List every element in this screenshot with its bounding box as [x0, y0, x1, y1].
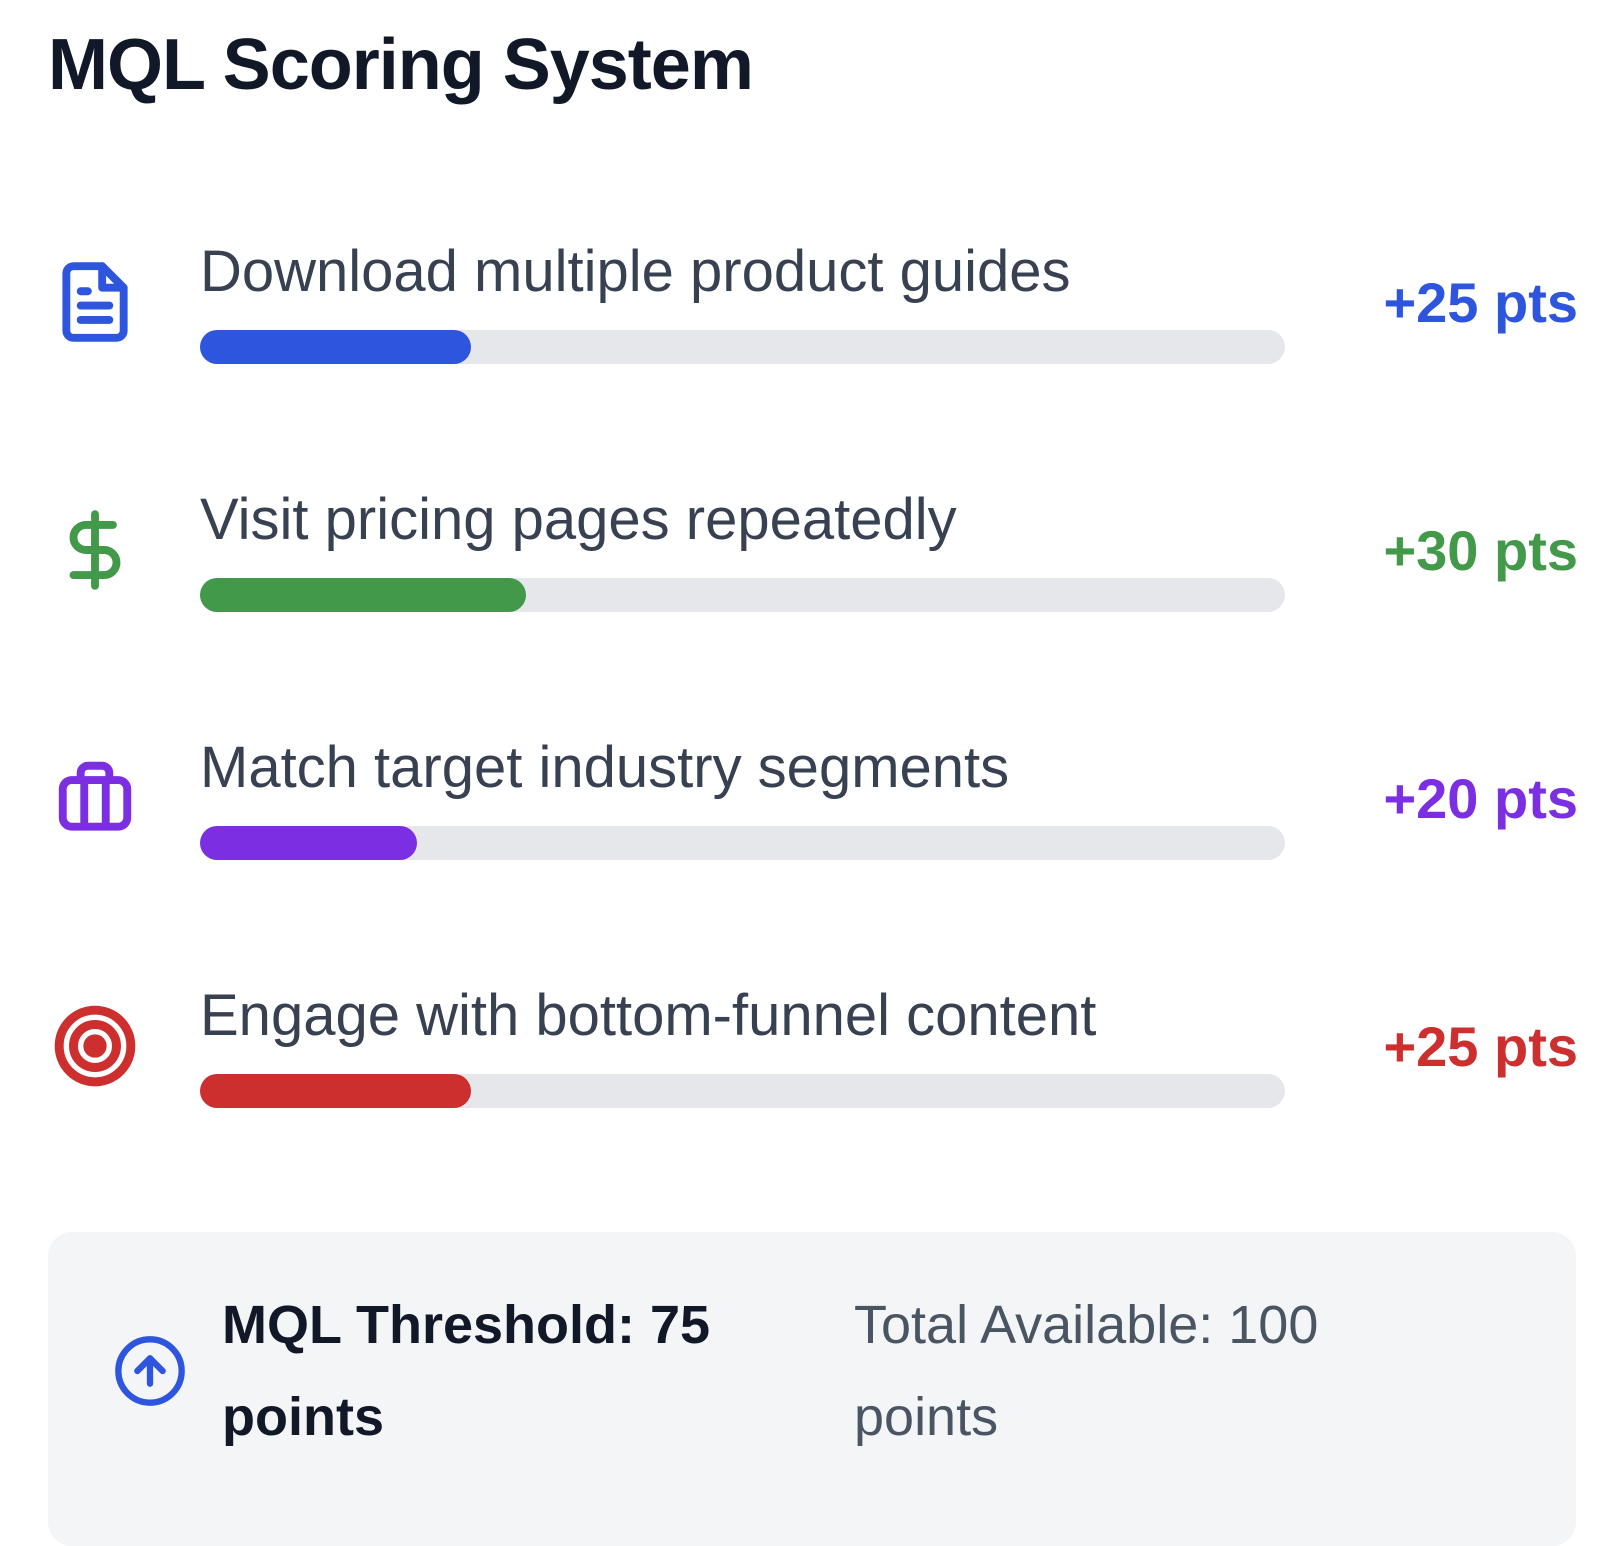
points-badge: +30 pts: [1383, 518, 1578, 582]
scoring-item-row: Engage with bottom-funnel content +25 pt…: [0, 984, 1624, 1108]
progress-bar: [200, 578, 1285, 612]
page-title: MQL Scoring System: [48, 25, 754, 105]
scoring-item-label: Engage with bottom-funnel content: [200, 983, 1097, 1048]
scoring-item-row: Download multiple product guides +25 pts: [0, 240, 1624, 364]
progress-bar-fill: [200, 578, 526, 612]
progress-bar: [200, 1074, 1285, 1108]
scoring-item-label: Download multiple product guides: [200, 239, 1071, 304]
progress-bar-fill: [200, 826, 417, 860]
total-available-text: Total Available: 100 points: [854, 1295, 1319, 1447]
points-badge: +20 pts: [1383, 766, 1578, 830]
scoring-item-row: Match target industry segments +20 pts: [0, 736, 1624, 860]
threshold-summary-panel: MQL Threshold: 75 points Total Available…: [48, 1232, 1576, 1546]
scoring-item-label: Match target industry segments: [200, 735, 1010, 800]
points-badge: +25 pts: [1383, 1014, 1578, 1078]
briefcase-icon: [48, 755, 200, 841]
scoring-items-list: Download multiple product guides +25 pts…: [0, 240, 1624, 1108]
progress-bar: [200, 330, 1285, 364]
scoring-item-label: Visit pricing pages repeatedly: [200, 487, 957, 552]
file-text-icon: [48, 259, 200, 345]
circle-arrow-up-icon: [112, 1333, 188, 1409]
progress-bar-fill: [200, 330, 472, 364]
progress-bar-fill: [200, 1074, 472, 1108]
mql-threshold-text: MQL Threshold: 75 points: [222, 1295, 711, 1447]
target-icon: [48, 1003, 200, 1089]
progress-bar: [200, 826, 1285, 860]
dollar-icon: [48, 507, 200, 593]
scoring-item-row: Visit pricing pages repeatedly +30 pts: [0, 488, 1624, 612]
points-badge: +25 pts: [1383, 270, 1578, 334]
